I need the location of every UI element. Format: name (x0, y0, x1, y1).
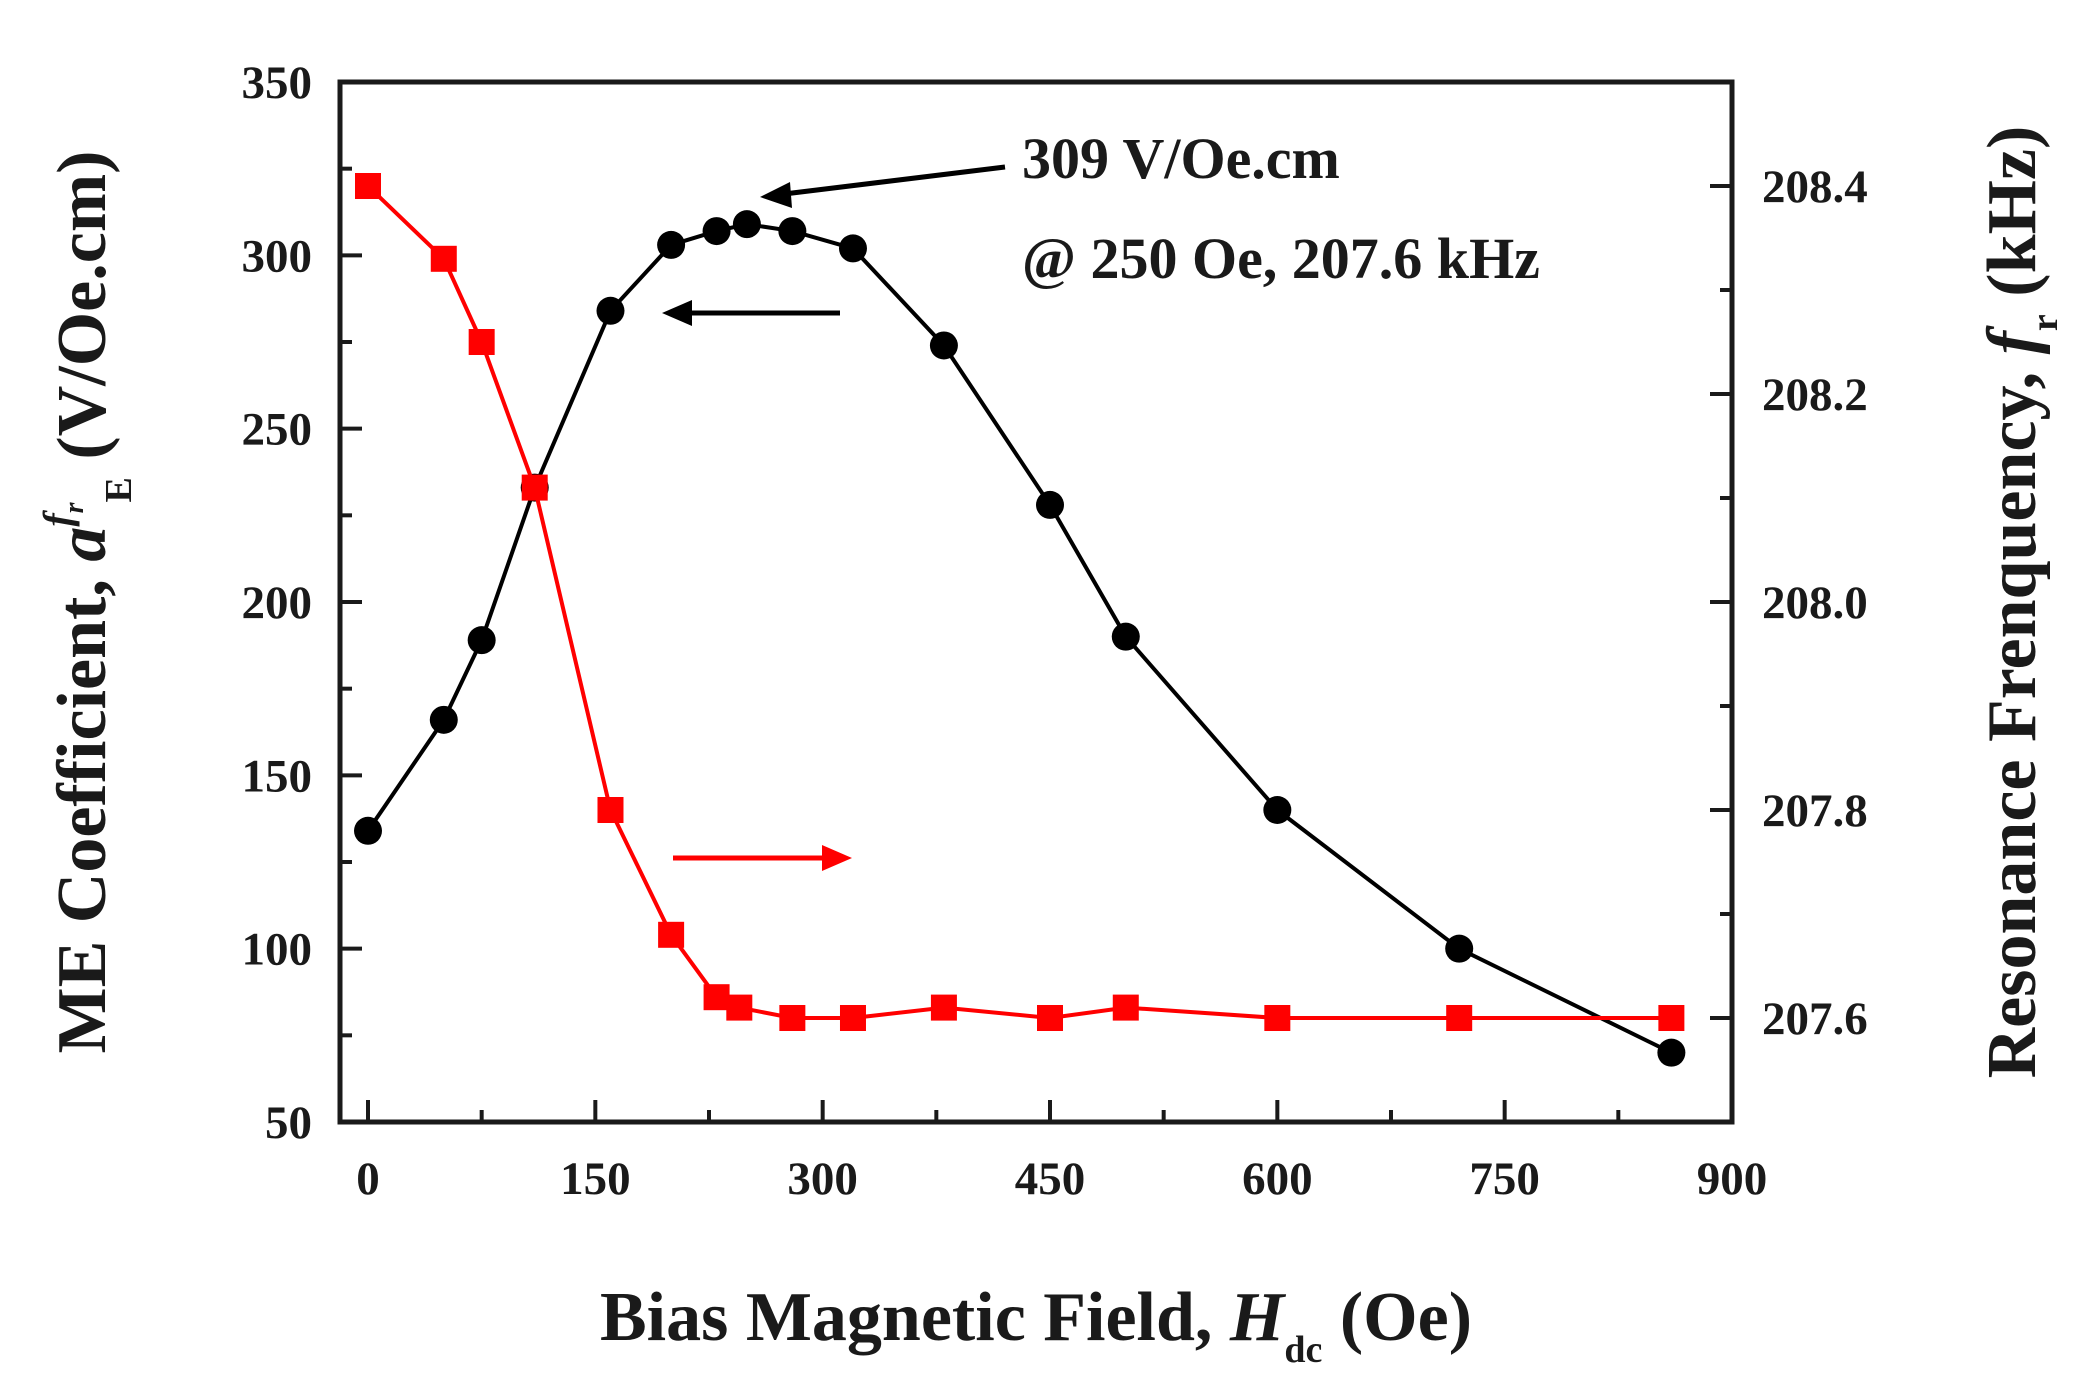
peak-callout-arrow (775, 164, 1006, 198)
y-axis-left-ticks: 50 100 150 200 250 300 350 (242, 57, 362, 1149)
resonance-frequency-point (779, 1005, 806, 1031)
resonance-frequency-point (726, 994, 753, 1021)
me-coefficient-point (838, 234, 867, 263)
x-tick-label: 750 (1469, 1153, 1540, 1205)
y-left-tick-label: 350 (242, 57, 313, 109)
me-coefficient-point (1445, 934, 1474, 963)
resonance-frequency-point (839, 1005, 866, 1031)
resonance-frequency-point (1658, 1005, 1685, 1031)
resonance-frequency-point (430, 245, 457, 272)
y-axis-right-title: Resonance Frenquency, fr (kHz) (1974, 126, 2066, 1079)
resonance-frequency-point (1037, 1005, 1063, 1031)
x-tick-label: 150 (560, 1153, 631, 1205)
y-left-tick-label: 300 (242, 230, 313, 282)
x-tick-label: 900 (1697, 1153, 1768, 1205)
annotation-line-2: @ 250 Oe, 207.6 kHz (1022, 226, 1540, 291)
y-left-tick-label: 50 (265, 1097, 312, 1149)
left-axis-indicator-arrowhead (662, 300, 692, 326)
y-right-tick-label: 208.2 (1762, 369, 1868, 421)
y-right-tick-label: 208.4 (1762, 161, 1868, 213)
y-left-tick-label: 200 (242, 577, 313, 629)
x-tick-label: 600 (1242, 1153, 1313, 1205)
y-right-tick-label: 207.6 (1762, 993, 1868, 1045)
peak-callout-arrowhead (760, 182, 792, 208)
me-coefficient-point (1657, 1038, 1686, 1067)
me-coefficient-point (1036, 490, 1064, 519)
me-coefficient-point (778, 217, 807, 246)
me-coefficient-point (596, 296, 625, 325)
annotation-line-1: 309 V/Oe.cm (1022, 126, 1340, 191)
right-axis-indicator-arrowhead (822, 845, 852, 871)
resonance-frequency-point (355, 173, 381, 199)
y-axis-right-ticks: 207.6 207.8 208.0 208.2 208.4 (1710, 161, 1868, 1045)
series-layer (354, 173, 1686, 1067)
resonance-frequency-point (468, 329, 495, 355)
me-coefficient-point (929, 331, 958, 360)
me-coefficient-point (702, 217, 731, 246)
me-coefficient-point (1263, 796, 1292, 824)
me-coefficient-point (1111, 622, 1140, 651)
x-tick-label: 0 (356, 1153, 380, 1205)
me-coefficient-point (429, 705, 458, 734)
resonance-frequency-point (658, 921, 685, 948)
resonance-frequency-point (597, 797, 624, 823)
resonance-frequency-point (703, 984, 730, 1011)
y-axis-left-title: ME Coefficient, afrE (V/Oe.cm) (35, 151, 140, 1054)
me-coefficient-point (467, 626, 496, 655)
me-coefficient-point (657, 230, 686, 259)
resonance-frequency-point (521, 474, 548, 501)
x-axis-ticks: 0 150 300 450 600 750 900 (356, 1100, 1767, 1205)
y-right-tick-label: 207.8 (1762, 785, 1868, 837)
resonance-frequency-point (930, 994, 957, 1021)
resonance-frequency-point (1264, 1005, 1291, 1031)
resonance-frequency-point (1112, 994, 1139, 1021)
x-tick-label: 300 (787, 1153, 858, 1205)
resonance-frequency-point (1446, 1005, 1473, 1031)
y-right-tick-label: 208.0 (1762, 577, 1868, 629)
me-coefficient-point (732, 210, 761, 239)
y-left-tick-label: 150 (242, 750, 313, 802)
y-left-tick-label: 100 (242, 924, 313, 976)
y-left-tick-label: 250 (242, 404, 313, 456)
me-coefficient-point (354, 816, 382, 845)
x-tick-label: 450 (1015, 1153, 1086, 1205)
resonance-frequency-line (366, 184, 1672, 1021)
x-axis-title: Bias Magnetic Field, Hdc (Oe) (600, 1279, 1472, 1371)
me-coefficient-line (366, 222, 1673, 1055)
